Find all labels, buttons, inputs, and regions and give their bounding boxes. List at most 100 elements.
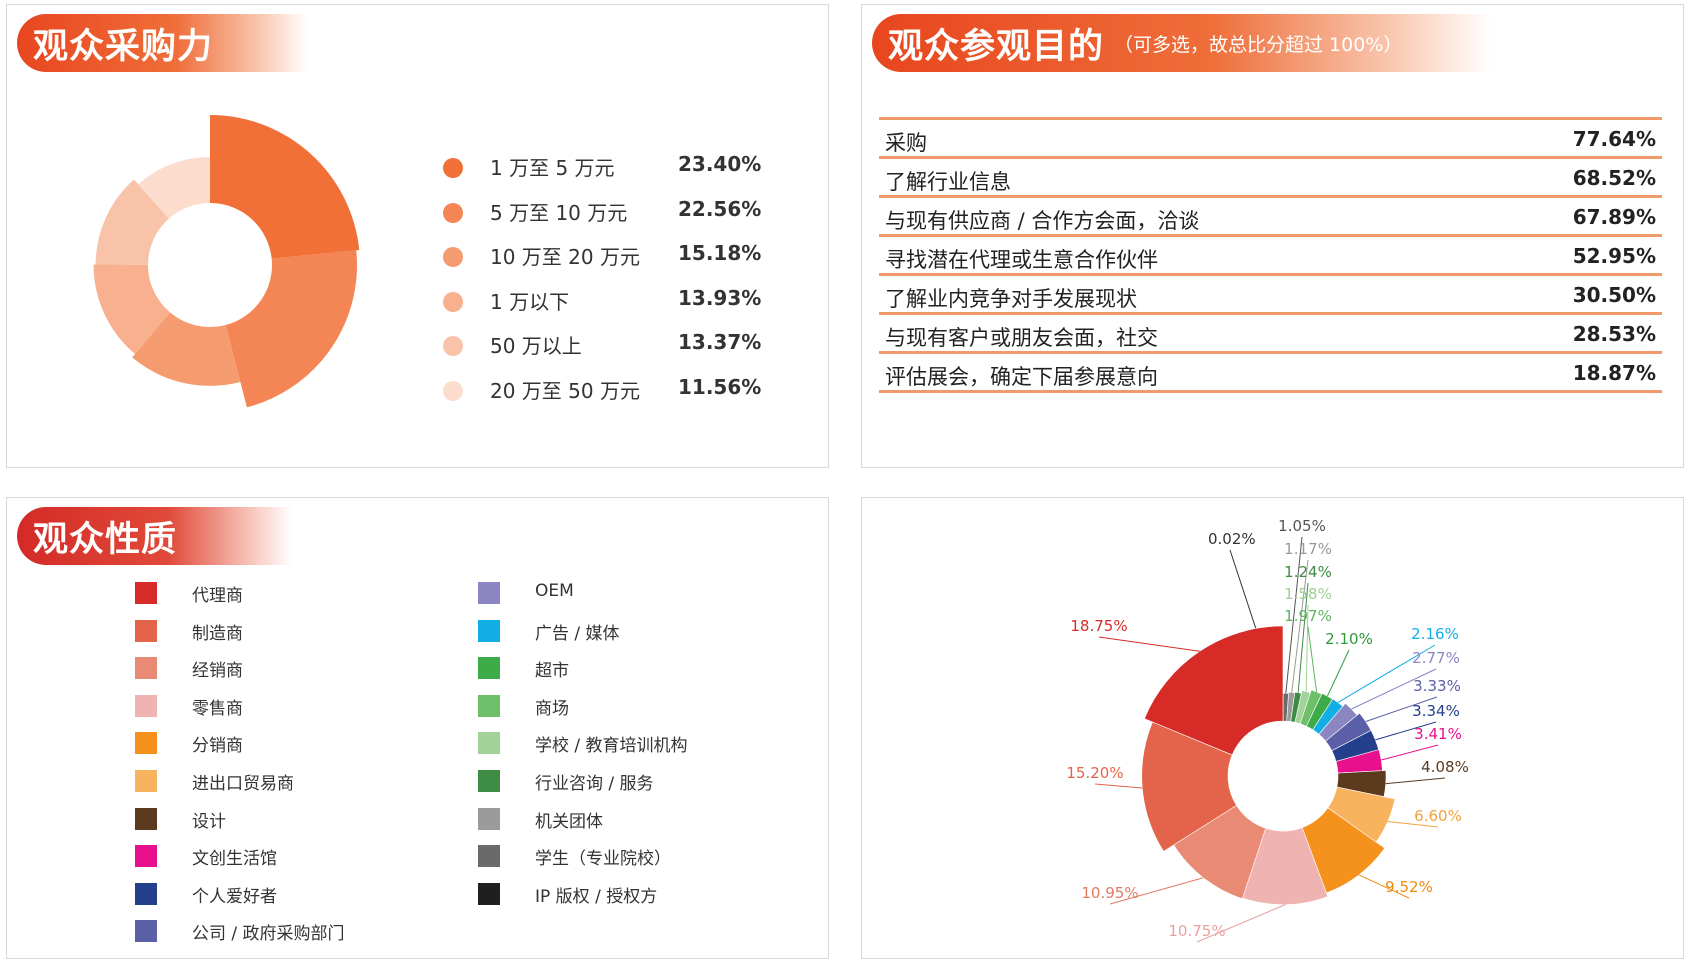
legend-swatch	[135, 732, 157, 755]
nature-pie-leader-line	[1385, 777, 1446, 785]
nature-pie-slice	[1144, 625, 1284, 756]
purchasing-legend: 1 万至 5 万元 23.40% 5 万至 10 万元 22.56% 10 万至 20 …	[434, 147, 764, 414]
nature-pie-data-label: 10.95%	[1081, 884, 1138, 902]
purpose-row-value: 68.52%	[1572, 166, 1656, 190]
nature-pie-data-label: 3.41%	[1414, 725, 1462, 743]
purchasing-legend-label: 5 万至 10 万元	[490, 200, 628, 225]
legend-swatch	[478, 694, 500, 717]
legend-swatch	[135, 770, 157, 792]
nature-title-bar: 观众性质	[17, 507, 292, 565]
purpose-row-label: 与现有供应商 / 合作方会面，洽谈	[885, 209, 1200, 233]
purchasing-legend-value: 15.18%	[678, 241, 762, 265]
nature-pie-leader-line	[1305, 604, 1309, 692]
purpose-note: （可多选，故总比分超过 100%）	[1114, 33, 1403, 56]
nature-pie-data-label: 4.08%	[1421, 758, 1469, 776]
purpose-row-value: 18.87%	[1572, 361, 1656, 385]
purchasing-legend-item: 50 万以上 13.37%	[434, 325, 764, 370]
legend-swatch	[478, 732, 500, 755]
purchasing-pie-slice	[225, 250, 358, 408]
nature-pie-leader-line	[1387, 821, 1439, 828]
purchasing-legend-item: 1 万以下 13.93%	[434, 281, 764, 326]
nature-pie-data-label: 0.02%	[1208, 530, 1256, 548]
nature-pie-data-label: 1.24%	[1284, 563, 1332, 581]
purpose-row-label: 采购	[885, 131, 927, 155]
nature-pie-data-label: 1.05%	[1278, 517, 1326, 535]
nature-pie-leader-line	[1297, 582, 1309, 693]
purchasing-legend-label: 1 万以下	[490, 289, 570, 314]
purpose-row-value: 28.53%	[1572, 322, 1656, 346]
nature-title: 观众性质	[33, 519, 178, 560]
nature-legend-label: 广告 / 媒体	[535, 623, 620, 644]
legend-swatch	[478, 582, 500, 604]
purpose-row-label: 了解业内竞争对手发展现状	[885, 287, 1137, 311]
purchasing-legend-value: 23.40%	[678, 152, 762, 176]
purpose-table-row: 与现有客户或朋友会面，社交 28.53%	[879, 315, 1662, 354]
nature-pie-leader-line	[1094, 783, 1143, 789]
purchasing-title-bar: 观众采购力	[17, 14, 307, 72]
nature-legend-label: 学校 / 教育培训机构	[535, 736, 688, 757]
purpose-table-row: 与现有供应商 / 合作方会面，洽谈 67.89%	[879, 198, 1662, 237]
nature-legend-label: 公司 / 政府采购部门	[192, 924, 345, 945]
purchasing-legend-label: 50 万以上	[490, 334, 582, 358]
purpose-table: 采购 77.64% 了解行业信息 68.52% 与现有供应商 / 合作方会面，洽谈 67.…	[879, 117, 1662, 393]
purchasing-legend-value: 11.56%	[678, 374, 762, 399]
nature-pie-data-label: 1.17%	[1284, 540, 1332, 558]
purchasing-legend-value: 13.37%	[678, 330, 762, 354]
nature-pie-leader-line	[1351, 668, 1437, 710]
nature-legend-label: 学生（专业院校）	[535, 849, 671, 870]
legend-swatch	[135, 619, 157, 642]
legend-swatch	[478, 619, 500, 642]
purpose-row-value: 77.64%	[1572, 127, 1656, 151]
purchasing-panel: 观众采购力 1 万至 5 万元 23.40% 5 万至 10 万元 22.56% 10 …	[6, 4, 829, 468]
legend-dot	[443, 202, 463, 223]
legend-swatch	[478, 807, 500, 830]
purpose-panel: 观众参观目的 （可多选，故总比分超过 100%） 采购 77.64% 了解行业信息 6…	[861, 4, 1684, 468]
purchasing-legend-item: 20 万至 50 万元 11.56%	[434, 370, 764, 415]
nature-chart-panel: 0.02% 1.05% 1.17% 1.24% 1.58% 1.97% 2.10% 2.16%…	[861, 497, 1684, 959]
nature-legend-label: OEM	[535, 581, 574, 601]
purchasing-pie-chart	[93, 115, 360, 408]
nature-pie-data-label: 2.10%	[1325, 630, 1373, 648]
purpose-row-label: 寻找潜在代理或生意合作伙伴	[885, 248, 1158, 272]
nature-legend-label: 制造商	[192, 623, 243, 644]
purchasing-legend-item: 5 万至 10 万元 22.56%	[434, 192, 764, 237]
purchasing-legend-item: 10 万至 20 万元 15.18%	[434, 236, 764, 281]
nature-pie-data-label: 2.77%	[1412, 649, 1460, 667]
legend-swatch	[135, 845, 157, 868]
nature-pie-leader-line	[1327, 649, 1350, 697]
purchasing-legend-item: 1 万至 5 万元 23.40%	[434, 147, 764, 192]
nature-pie-leader-line	[1381, 744, 1439, 761]
legend-dot	[443, 247, 463, 267]
nature-pie-slice	[1141, 721, 1237, 852]
nature-pie-leader-line	[1109, 877, 1204, 905]
nature-pie-leader-line	[1285, 536, 1303, 694]
nature-legend-label: 设计	[192, 811, 226, 832]
nature-legend-label: 经销商	[192, 661, 243, 682]
purchasing-legend-label: 1 万至 5 万元	[490, 156, 615, 180]
legend-swatch	[478, 882, 500, 905]
purchasing-title: 观众采购力	[33, 26, 214, 67]
nature-legend-label: 代理商	[192, 586, 243, 606]
purpose-table-row: 寻找潜在代理或生意合作伙伴 52.95%	[879, 237, 1662, 276]
legend-dot	[443, 336, 463, 356]
nature-legend-label: 超市	[535, 661, 569, 682]
nature-pie-data-label: 1.97%	[1284, 607, 1332, 625]
purpose-table-row: 采购 77.64%	[879, 117, 1662, 159]
legend-dot	[443, 380, 463, 401]
nature-legend-label: 行业咨询 / 服务	[535, 774, 654, 794]
nature-legend-label: 文创生活馆	[192, 849, 277, 870]
legend-swatch	[135, 920, 157, 943]
nature-pie-leader-line	[1375, 721, 1437, 741]
nature-pie-chart: 0.02% 1.05% 1.17% 1.24% 1.58% 1.97% 2.10% 2.16%…	[1066, 517, 1469, 943]
nature-legend-label: 商场	[535, 698, 569, 719]
nature-pie-leader-line	[1337, 644, 1436, 703]
legend-swatch	[478, 770, 500, 792]
purpose-row-value: 30.50%	[1572, 283, 1656, 307]
legend-swatch	[135, 582, 157, 604]
nature-pie-data-label: 3.33%	[1413, 677, 1461, 695]
purchasing-pie-slice	[93, 264, 171, 355]
legend-dot	[443, 158, 463, 178]
nature-legend-panel: 观众性质 代理商 制造商 经销商 零售商 分销商 进出口贸易商 设计 文创生活馆 个人爱好者 公司…	[6, 497, 829, 959]
legend-swatch	[135, 807, 157, 830]
nature-pie-leader-line	[1098, 636, 1200, 652]
